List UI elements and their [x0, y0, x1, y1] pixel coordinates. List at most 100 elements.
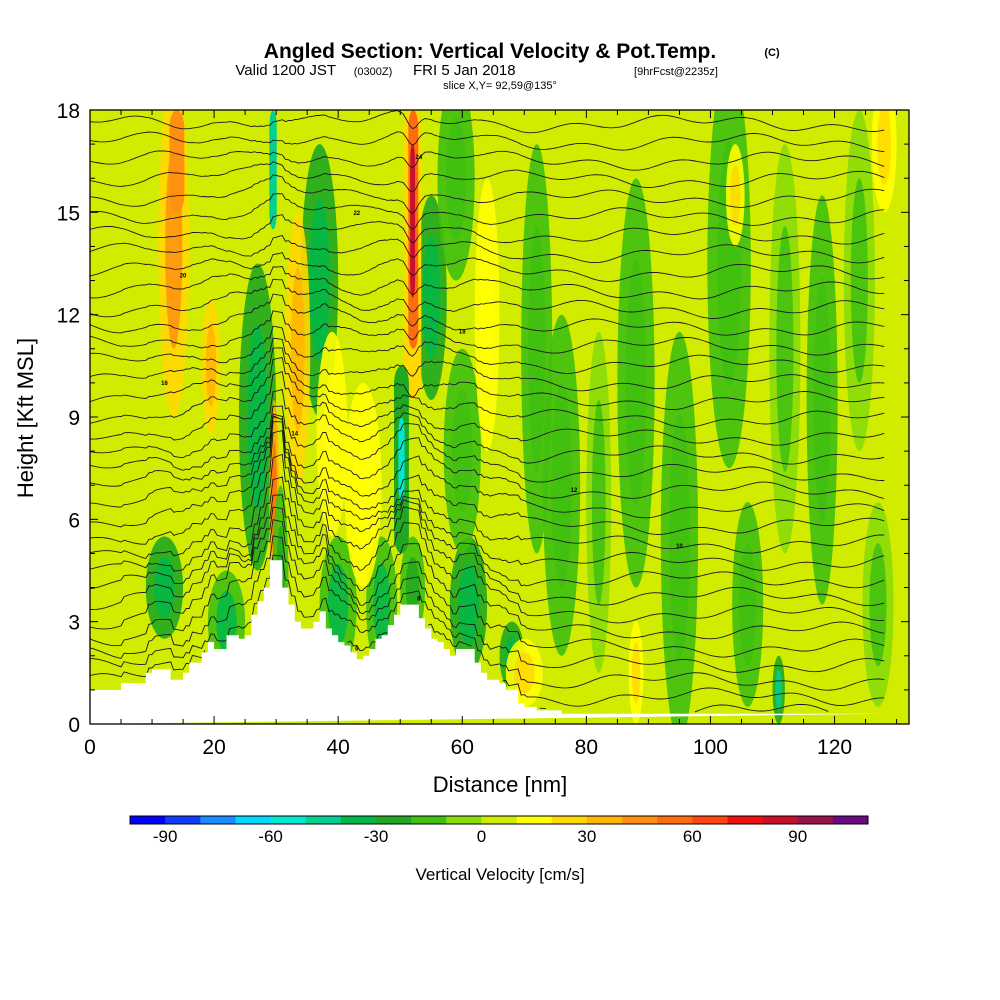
velocity-core-23: [625, 260, 647, 506]
x-tick-label: 120: [817, 736, 852, 759]
isentrope-21-0: [90, 310, 885, 356]
isentrope-6-0: [90, 494, 885, 624]
isentrope-label: 10: [676, 544, 683, 550]
isentrope-25-0: [90, 252, 885, 282]
isentrope-1-2: [427, 623, 472, 648]
plume-band-2: [410, 144, 416, 298]
isentrope-label: 22: [353, 211, 360, 217]
colorbar-tick-label: 0: [477, 827, 486, 846]
y-tick-label: 18: [57, 100, 80, 123]
colorbar-swatch: [340, 816, 377, 824]
isentrope-33-0: [90, 110, 885, 134]
velocity-core-2: [205, 324, 217, 407]
plume-band-5: [269, 110, 277, 230]
isentrope-11-0: [90, 416, 885, 535]
velocity-core-34: [877, 110, 892, 186]
x-tick-label: 0: [84, 736, 96, 759]
colorbar-tick-label: -90: [153, 827, 178, 846]
velocity-core-16: [445, 116, 467, 240]
x-tick-label: 40: [327, 736, 350, 759]
terrain: [90, 560, 885, 724]
x-tick-label: 80: [575, 736, 598, 759]
isentrope-1-3: [502, 679, 885, 707]
colorbar-swatch: [692, 816, 728, 824]
velocity-core-15: [458, 563, 479, 646]
colorbar-swatch: [235, 816, 271, 824]
colorbar: -90 -60 -30 0 30 60 90: [129, 815, 869, 846]
isentrope-1-0: [90, 650, 206, 678]
isentrope-29-0: [90, 174, 885, 214]
velocity-core-22: [591, 399, 606, 605]
colorbar-tick-label: 90: [788, 827, 807, 846]
isentrope-7-0: [90, 476, 885, 607]
chart-title: Angled Section: Vertical Velocity & Pot.…: [264, 40, 716, 63]
x-tick-label: 60: [451, 736, 474, 759]
x-axis-label: Distance [nm]: [433, 772, 568, 797]
colorbar-swatch: [165, 816, 201, 824]
y-tick-label: 6: [68, 509, 80, 532]
velocity-core-14: [405, 556, 420, 619]
isentrope-31-0: [90, 150, 885, 171]
isentrope-13-0: [90, 413, 885, 499]
velocity-core-18: [480, 232, 494, 397]
velocity-core-7: [309, 198, 330, 363]
colorbar-swatch: [516, 816, 553, 824]
colorbar-swatch: [762, 816, 799, 824]
colorbar-swatch: [657, 816, 693, 824]
isentrope-30-0: [90, 161, 885, 193]
x-axis: 0 20 40 60 80 100 120: [84, 110, 898, 759]
isentrope-28-0: [90, 193, 885, 230]
isentropes: 4681012141618202224: [90, 110, 885, 713]
colorbar-swatch: [411, 816, 447, 824]
isentrope-20-0: [90, 325, 885, 374]
velocity-core-32: [631, 642, 641, 704]
colorbar-swatch: [200, 816, 236, 824]
isentrope-label: 16: [161, 381, 168, 387]
colorbar-tick-label: 60: [683, 827, 702, 846]
valid-date: FRI 5 Jan 2018: [413, 62, 516, 79]
valid-zulu: (0300Z): [354, 66, 393, 78]
colorbar-label: Vertical Velocity [cm/s]: [415, 865, 584, 884]
y-tick-label: 15: [57, 202, 80, 225]
colorbar-swatch: [832, 816, 869, 824]
isentrope-label: 8: [417, 596, 421, 602]
colorbar-swatch: [797, 816, 834, 824]
velocity-core-20: [528, 225, 546, 472]
isentrope-16-0: [90, 370, 885, 446]
velocity-core-27: [776, 225, 794, 472]
velocity-core-11: [373, 563, 391, 646]
y-axis: 0 3 6 9 12 15 18: [57, 100, 909, 737]
colorbar-swatch: [727, 816, 763, 824]
isentrope-3-0: [90, 535, 885, 673]
isentrope-24-0: [90, 266, 885, 300]
y-tick-label: 12: [57, 305, 80, 328]
isentrope-14-0: [90, 405, 885, 483]
velocity-core-13: [422, 236, 440, 360]
velocity-core-26: [739, 543, 757, 667]
velocity-core-1: [154, 556, 175, 619]
colorbar-swatch: [446, 816, 482, 824]
isentrope-22-0: [90, 293, 885, 336]
velocity-core-28: [813, 277, 831, 523]
isentrope-18-0: [90, 347, 885, 410]
isentrope-4-0: [90, 519, 885, 658]
isentrope-label: 18: [459, 330, 466, 336]
isentrope-label: 14: [291, 432, 298, 438]
colorbar-tick-label: -60: [258, 827, 283, 846]
y-axis-label: Height [Kft MSL]: [13, 338, 38, 498]
colorbar-swatch: [622, 816, 658, 824]
colorbar-swatch: [586, 816, 623, 824]
plume-band-4: [398, 417, 405, 503]
isentrope-label: 12: [571, 488, 578, 494]
x-tick-label: 20: [202, 736, 225, 759]
isentrope-2-0: [90, 554, 885, 691]
isentrope-26-0: [90, 234, 885, 264]
x-tick-label: 100: [693, 736, 728, 759]
title-suffix: (C): [764, 47, 780, 59]
isentrope-23-0: [90, 278, 885, 319]
isentrope-0-1: [694, 703, 829, 713]
colorbar-tick-label: -30: [364, 827, 389, 846]
colorbar-swatch: [130, 816, 166, 824]
velocity-core-8: [291, 266, 305, 431]
